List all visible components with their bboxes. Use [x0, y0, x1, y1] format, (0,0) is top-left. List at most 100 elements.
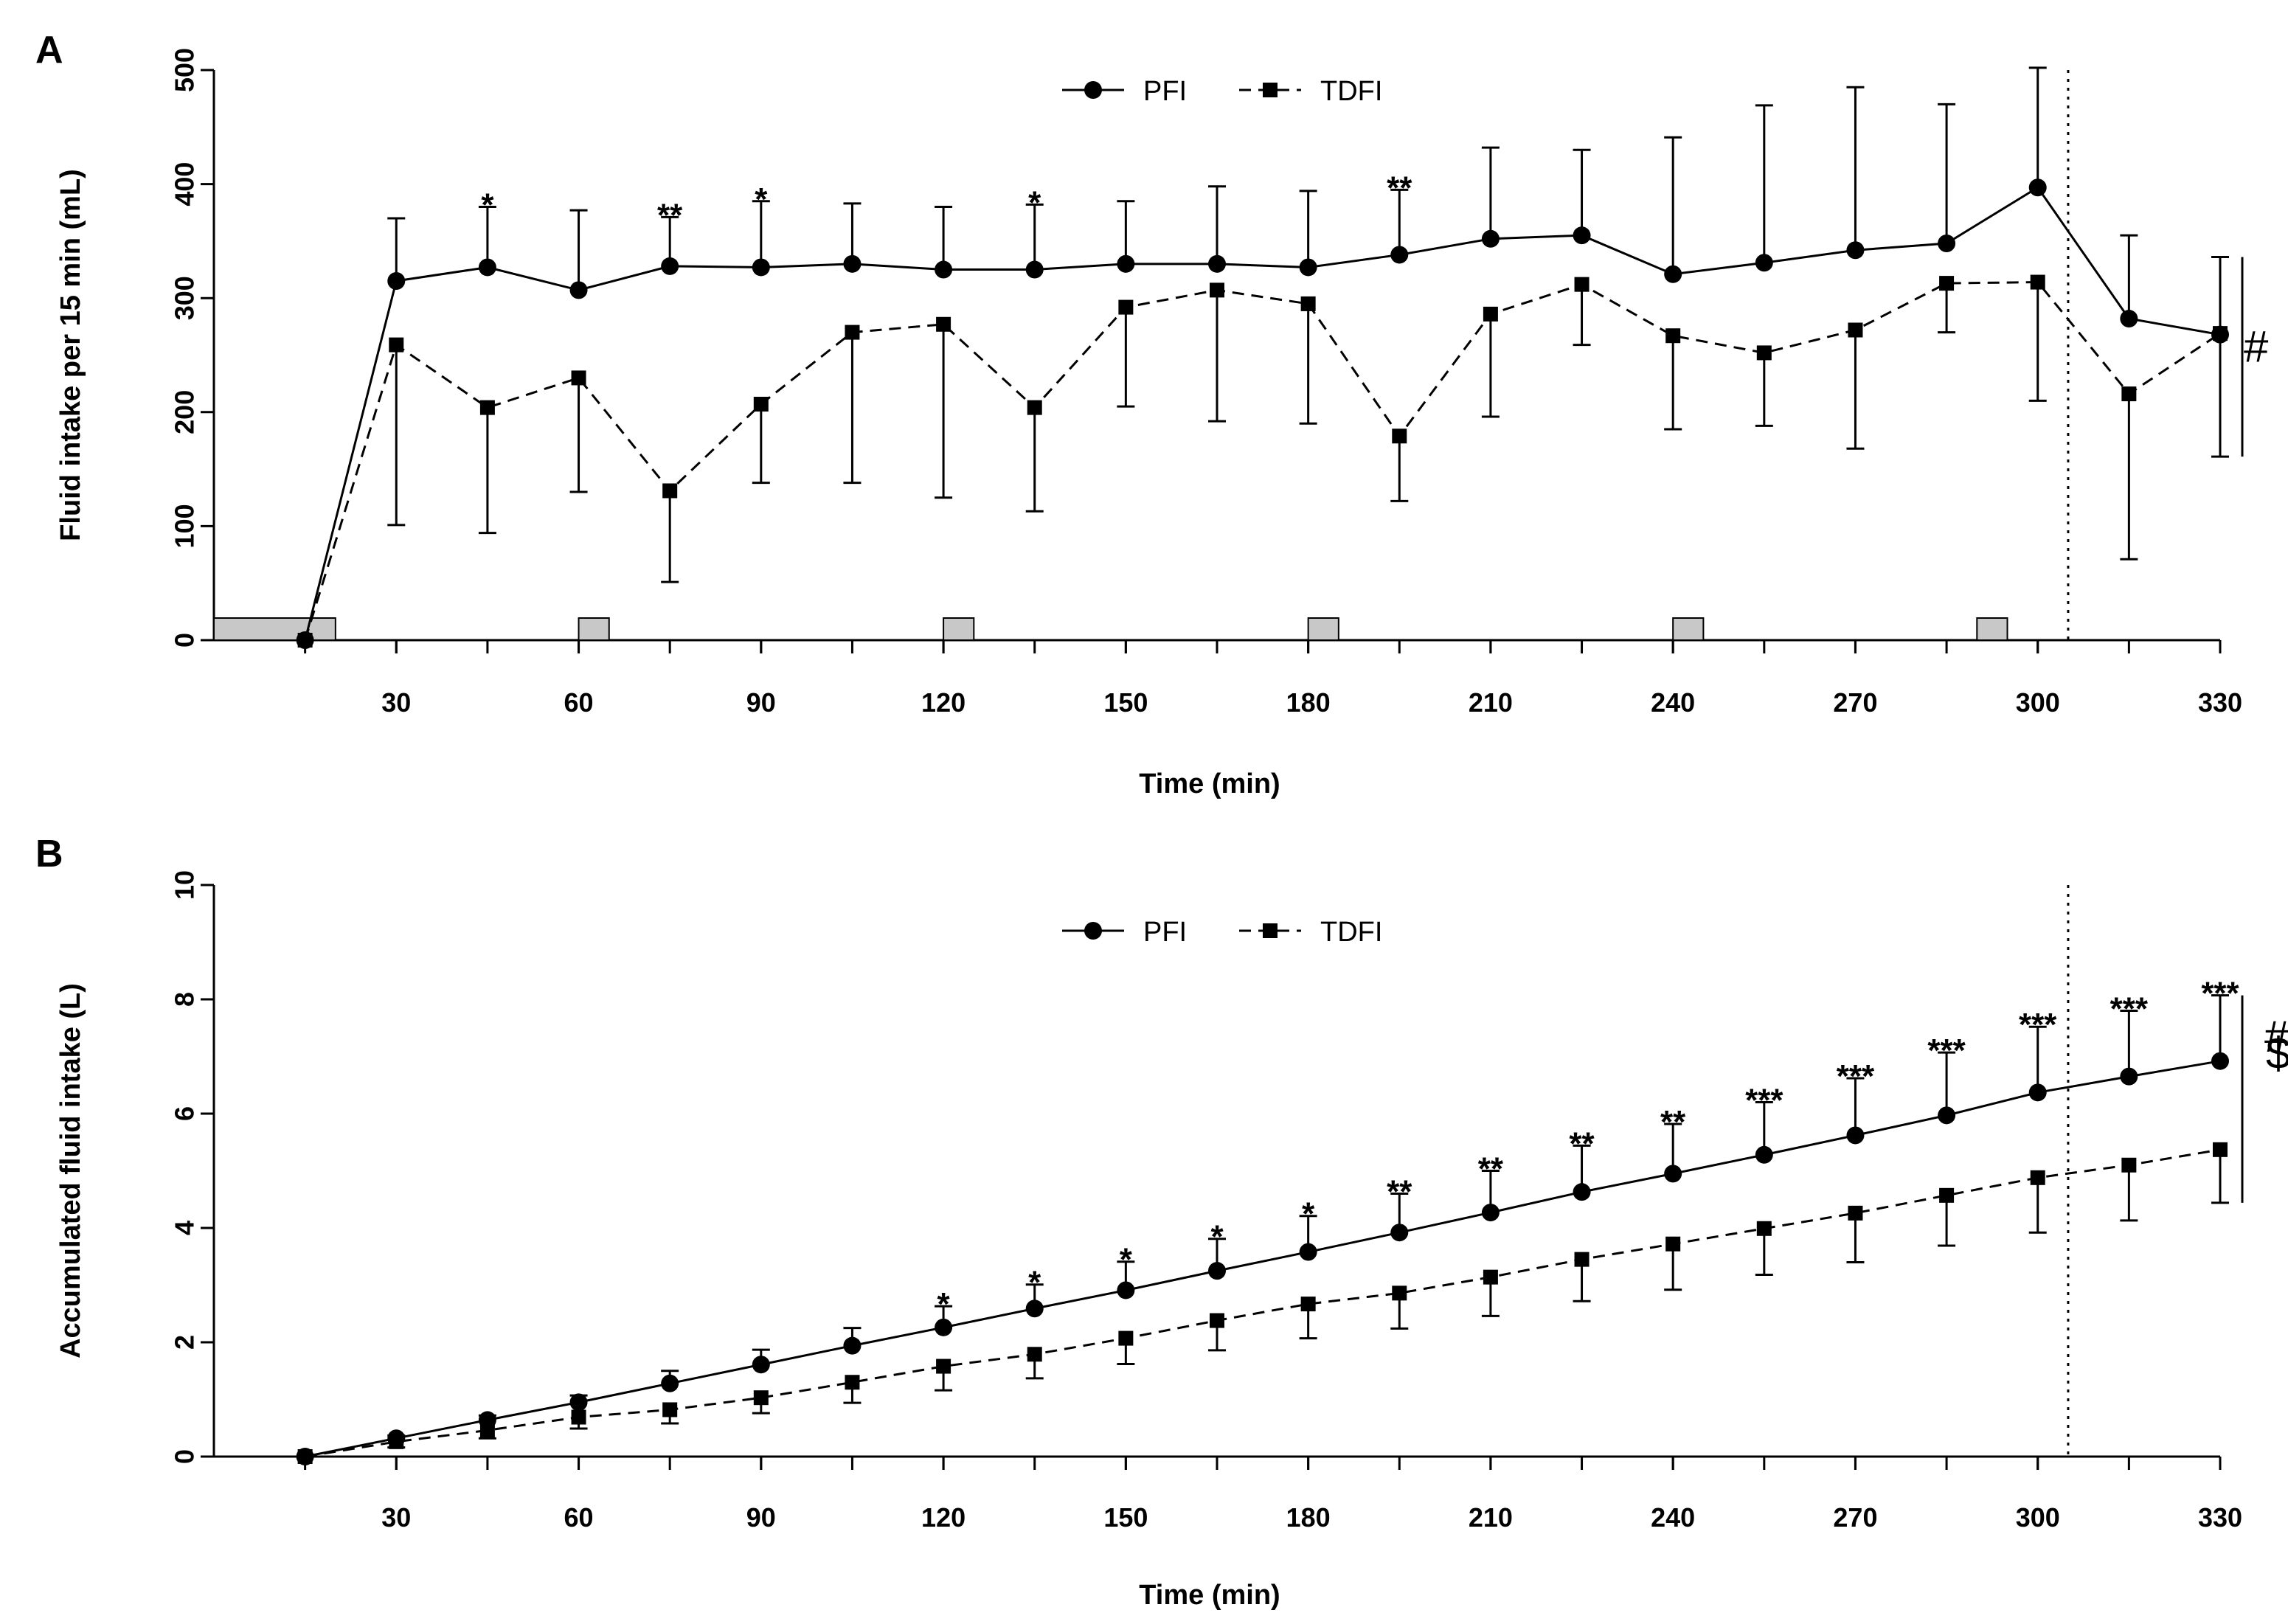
x-tick-label: 90 [746, 687, 776, 718]
y-tick-label: 0 [170, 633, 200, 648]
significance-mark: # [2244, 322, 2269, 371]
series-line-pfi [304, 186, 2221, 641]
y-tick-label: 2 [170, 1335, 200, 1350]
point-tdfi [571, 370, 586, 386]
point-tdfi [1848, 322, 1863, 338]
significance-stars: * [1028, 184, 1041, 221]
point-tdfi [479, 1423, 495, 1438]
point-pfi [661, 1374, 679, 1392]
significance-stars: ** [1660, 1104, 1686, 1140]
point-pfi [569, 1393, 588, 1412]
point-pfi [1481, 1204, 1500, 1222]
point-tdfi [1665, 1236, 1681, 1252]
drink-interval-bar [1672, 617, 1705, 641]
point-tdfi [389, 1434, 404, 1449]
point-pfi [1846, 241, 1865, 260]
point-tdfi [2213, 1142, 2228, 1157]
point-pfi [1573, 1183, 1591, 1201]
point-tdfi [2121, 386, 2137, 402]
legend-marker-pfi [1084, 81, 1102, 99]
significance-stars: * [1120, 1242, 1133, 1278]
significance-stars: *** [1927, 1033, 1966, 1069]
point-pfi [935, 1318, 953, 1336]
y-tick-label: 100 [170, 504, 200, 548]
legend-marker-tdfi [1263, 923, 1278, 938]
series-line-tdfi [304, 281, 2221, 641]
point-pfi [1025, 1299, 1044, 1318]
drink-interval-bar [943, 617, 975, 641]
y-tick-label: 500 [170, 48, 200, 92]
point-tdfi [479, 400, 495, 415]
point-tdfi [297, 1449, 313, 1464]
point-tdfi [2121, 1157, 2137, 1173]
legend-marker-pfi [1084, 922, 1102, 940]
x-tick-label: 300 [2016, 687, 2060, 718]
y-tick-label: 8 [170, 992, 200, 1007]
point-pfi [2120, 310, 2138, 328]
point-pfi [1299, 1243, 1317, 1261]
point-tdfi [845, 325, 860, 340]
point-tdfi [1574, 277, 1590, 292]
point-tdfi [662, 483, 678, 499]
point-tdfi [1483, 1269, 1498, 1285]
legend-label-pfi: PFI [1143, 76, 1187, 107]
y-tick-label: 4 [170, 1221, 200, 1235]
y-axis-title: Fluid intake per 15 min (mL) [55, 169, 86, 541]
x-tick-label: 210 [1469, 1502, 1513, 1533]
x-tick-label: 240 [1651, 1502, 1695, 1533]
point-pfi [2211, 1052, 2229, 1070]
legend-label-pfi: PFI [1143, 917, 1187, 948]
point-tdfi [936, 316, 951, 332]
point-pfi [1938, 1106, 1956, 1125]
significance-stars: * [937, 1286, 951, 1322]
series-line-pfi [305, 1060, 2221, 1458]
x-tick-label: 300 [2016, 1502, 2060, 1533]
point-pfi [1208, 1262, 1226, 1280]
point-pfi [1390, 246, 1409, 264]
point-tdfi [1939, 276, 1955, 291]
significance-stars: ** [1387, 1174, 1412, 1210]
point-pfi [1573, 226, 1591, 245]
x-tick-label: 210 [1469, 687, 1513, 718]
point-tdfi [1665, 328, 1681, 344]
point-tdfi [1118, 1330, 1134, 1346]
point-tdfi [936, 1358, 951, 1374]
significance-mark: # [2264, 1012, 2288, 1061]
significance-stars: ** [657, 197, 683, 233]
x-tick-label: 120 [921, 687, 966, 718]
significance-stars: *** [1745, 1083, 1783, 1119]
point-tdfi [2030, 274, 2045, 290]
point-tdfi [1756, 1221, 1772, 1236]
point-pfi [935, 260, 953, 279]
point-tdfi [753, 1390, 769, 1406]
point-pfi [1755, 254, 1773, 272]
point-pfi [752, 258, 770, 277]
significance-stars: *** [1837, 1058, 1875, 1094]
point-pfi [2028, 1083, 2047, 1102]
significance-stars: * [1028, 1265, 1041, 1301]
drink-interval-bar [1976, 617, 2008, 641]
point-tdfi [1210, 282, 1224, 298]
point-pfi [661, 257, 679, 275]
point-tdfi [1483, 306, 1498, 322]
panel-b: B 0 2 4 6 8 10 30 60 90 120 150 180 210 240 270 300 330 Ti… [35, 833, 2288, 1611]
x-axis-title: Time (min) [1139, 768, 1280, 799]
y-tick-label: 6 [170, 1106, 200, 1121]
point-pfi [1390, 1224, 1409, 1242]
point-pfi [2028, 178, 2047, 197]
x-tick-label: 240 [1651, 687, 1695, 718]
significance-stars: * [481, 187, 494, 223]
point-tdfi [845, 1375, 860, 1390]
significance-stars: ** [1569, 1125, 1595, 1162]
x-tick-label: 330 [2198, 1502, 2242, 1533]
x-tick-label: 30 [381, 687, 411, 718]
point-pfi [1025, 260, 1044, 279]
significance-stars: ** [1387, 170, 1412, 206]
point-pfi [569, 281, 588, 299]
point-pfi [1299, 258, 1317, 277]
significance-mark: $ [2266, 1028, 2288, 1078]
drink-interval-bar [1307, 617, 1339, 641]
significance-stars: * [1302, 1196, 1315, 1232]
point-tdfi [1210, 1313, 1224, 1328]
